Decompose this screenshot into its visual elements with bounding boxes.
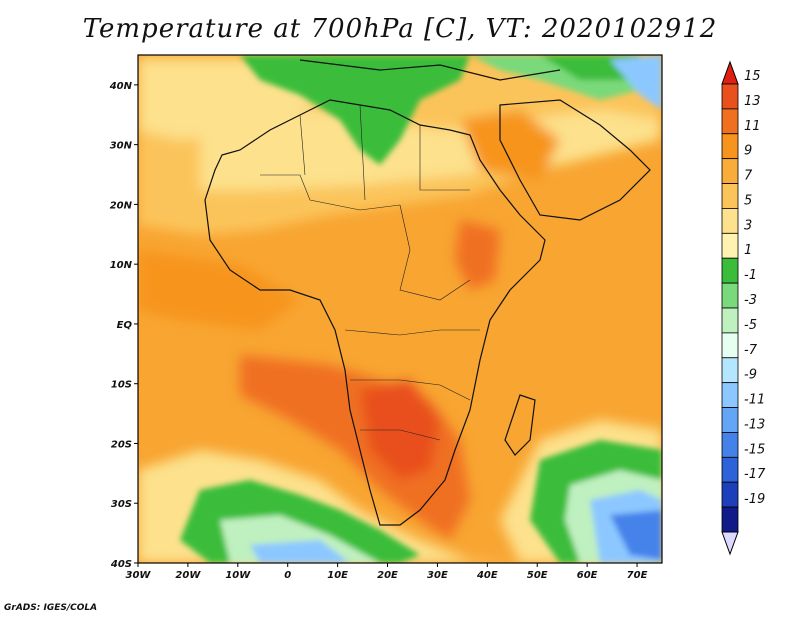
colorbar-label: 9 (744, 144, 752, 159)
lat-tick-label: 10N (110, 260, 133, 271)
lat-tick-label: 30S (111, 499, 132, 510)
lat-tick-label: 10S (111, 380, 132, 391)
map-frame (137, 54, 663, 564)
colorbar-swatch (721, 357, 739, 384)
colorbar-top-arrow (721, 60, 739, 85)
lon-tick-label: 30W (126, 570, 152, 581)
colorbar-label: -13 (744, 417, 765, 432)
colorbar-swatch (721, 481, 739, 508)
lon-tick-label: 0 (284, 570, 291, 581)
coastlines (204, 59, 651, 526)
colorbar: 15 13 11 9 7 5 3 1 -1 -3 -5 -7 -9 -11 -13 -15 -17 -19 (721, 60, 766, 556)
colorbar-swatch (721, 407, 739, 433)
colorbar-label: -1 (744, 268, 757, 283)
colorbar-swatch (721, 158, 739, 184)
colorbar-swatch (721, 83, 739, 110)
lon-tick-label: 40E (476, 570, 498, 581)
colorbar-label: 7 (744, 169, 753, 184)
colorbar-swatch (721, 432, 739, 458)
colorbar-swatch (721, 506, 739, 533)
colorbar-swatch (721, 257, 739, 284)
colorbar-swatch (721, 282, 739, 309)
colorbar-label: 15 (744, 69, 761, 84)
lon-tick-label: 30E (427, 570, 448, 581)
lon-tick-label: 60E (577, 570, 598, 581)
colorbar-label: 5 (744, 193, 752, 208)
lat-tick-label: 20S (111, 439, 132, 450)
temperature-field (138, 55, 662, 563)
colorbar-swatch (721, 232, 739, 259)
colorbar-label: -5 (744, 318, 757, 333)
chart-title: Temperature at 700hPa [C], VT: 202010291… (82, 14, 718, 44)
colorbar-label: -9 (744, 368, 757, 383)
map-axes: 30W 20W 10W 0 10E 20E 30E 40E 50E 60E 70E 40N 30N 20N… (109, 81, 648, 581)
grads-credit: GrADS: IGES/COLA (4, 603, 98, 613)
colorbar-label: -17 (744, 467, 766, 482)
colorbar-swatch (721, 332, 739, 359)
lat-tick-label: 40N (109, 81, 133, 92)
colorbar-label: -7 (744, 343, 758, 358)
colorbar-swatch (721, 456, 739, 483)
lat-tick-label: 40S (110, 559, 132, 570)
colorbar-label: -3 (744, 293, 757, 308)
colorbar-swatch (721, 382, 739, 408)
colorbar-label: 13 (744, 94, 761, 109)
colorbar-swatch (721, 108, 739, 135)
colorbar-label: -19 (744, 492, 765, 507)
lat-tick-label: EQ (117, 320, 133, 331)
lon-tick-label: 10E (327, 570, 348, 581)
colorbar-swatch (721, 307, 739, 334)
lon-tick-label: 70E (627, 570, 648, 581)
country-borders (260, 104, 480, 441)
lon-tick-label: 20W (175, 570, 201, 581)
lon-tick-label: 50E (527, 570, 548, 581)
colorbar-bottom-arrow (721, 531, 739, 556)
colorbar-swatch (721, 183, 739, 209)
lat-tick-label: 20N (110, 200, 133, 211)
colorbar-label: -11 (744, 393, 765, 408)
lon-tick-label: 20E (377, 570, 398, 581)
lon-tick-label: 10W (225, 570, 251, 581)
lat-tick-label: 30N (110, 141, 133, 152)
colorbar-label: -15 (744, 442, 765, 457)
colorbar-label: 11 (744, 119, 761, 134)
colorbar-swatch (721, 208, 739, 234)
colorbar-label: 3 (744, 218, 752, 233)
colorbar-swatch (721, 133, 739, 160)
colorbar-label: 1 (744, 243, 752, 258)
